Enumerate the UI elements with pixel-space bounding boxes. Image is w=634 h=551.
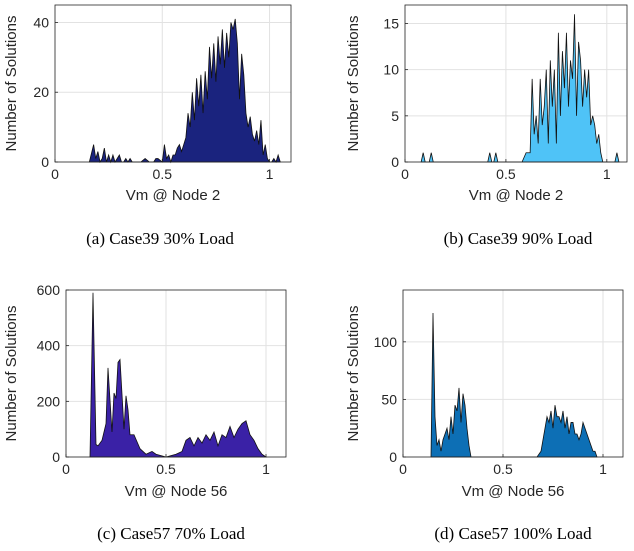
x-axis-label: Vm @ Node 2 xyxy=(469,187,563,204)
x-tick-label: 0.5 xyxy=(496,166,516,182)
y-axis-label: Number of Solutions xyxy=(345,306,362,442)
y-tick-label: 200 xyxy=(37,393,61,409)
y-tick-label: 50 xyxy=(381,391,397,407)
axes-frame xyxy=(402,289,624,458)
x-tick-label: 1 xyxy=(262,461,270,477)
subfigure-caption: (c) Case57 70% Load xyxy=(97,524,245,543)
subplot-d: 0 0.5 1 0 50 100 Vm @ Node 56 Number of Solutio… xyxy=(345,289,624,543)
y-tick-label: 0 xyxy=(52,449,60,465)
axes-frame xyxy=(404,4,628,163)
y-tick-label: 400 xyxy=(37,338,61,354)
histogram-area-b xyxy=(420,14,620,163)
y-axis-label: Number of Solutions xyxy=(3,16,20,152)
y-tick-label: 40 xyxy=(33,14,49,30)
y-tick-label: 0 xyxy=(391,154,399,170)
y-tick-label: 100 xyxy=(374,334,398,350)
subplot-c: 0 0.5 1 0 200 400 600 Vm @ Node 56 Number of Sol… xyxy=(3,282,287,543)
y-axis-label: Number of Solutions xyxy=(3,306,20,442)
subfigure-caption: (b) Case39 90% Load xyxy=(444,229,593,248)
axes-frame xyxy=(54,4,292,163)
x-axis-label: Vm @ Node 2 xyxy=(126,187,220,204)
histogram-area-c xyxy=(89,292,268,458)
x-tick-label: 1 xyxy=(603,166,611,182)
subfigure-caption: (a) Case39 30% Load xyxy=(86,229,234,248)
x-tick-label: 0.5 xyxy=(156,461,176,477)
subplot-a: 0 0.5 1 0 20 40 Vm @ Node 2 Number of Solutions… xyxy=(3,4,292,248)
x-axis-label: Vm @ Node 56 xyxy=(462,483,565,500)
histogram-area-d xyxy=(430,313,598,458)
axes-frame xyxy=(65,289,287,458)
y-tick-label: 15 xyxy=(383,15,399,31)
y-tick-label: 600 xyxy=(37,282,61,298)
x-tick-label: 0 xyxy=(51,166,59,182)
x-tick-label: 0.5 xyxy=(493,461,513,477)
x-axis-label: Vm @ Node 56 xyxy=(125,483,228,500)
histogram-area-a xyxy=(88,18,281,164)
x-tick-label: 0 xyxy=(401,166,409,182)
y-tick-label: 0 xyxy=(41,154,49,170)
y-tick-label: 5 xyxy=(391,108,399,124)
x-tick-label: 1 xyxy=(266,166,274,182)
y-axis-label: Number of Solutions xyxy=(345,16,362,152)
y-tick-label: 20 xyxy=(33,84,49,100)
x-tick-label: 0 xyxy=(399,461,407,477)
x-tick-label: 1 xyxy=(599,461,607,477)
y-tick-label: 10 xyxy=(383,62,399,78)
y-tick-label: 0 xyxy=(389,449,397,465)
x-tick-label: 0.5 xyxy=(153,166,173,182)
x-tick-label: 0 xyxy=(62,461,70,477)
subfigure-caption: (d) Case57 100% Load xyxy=(434,524,592,543)
